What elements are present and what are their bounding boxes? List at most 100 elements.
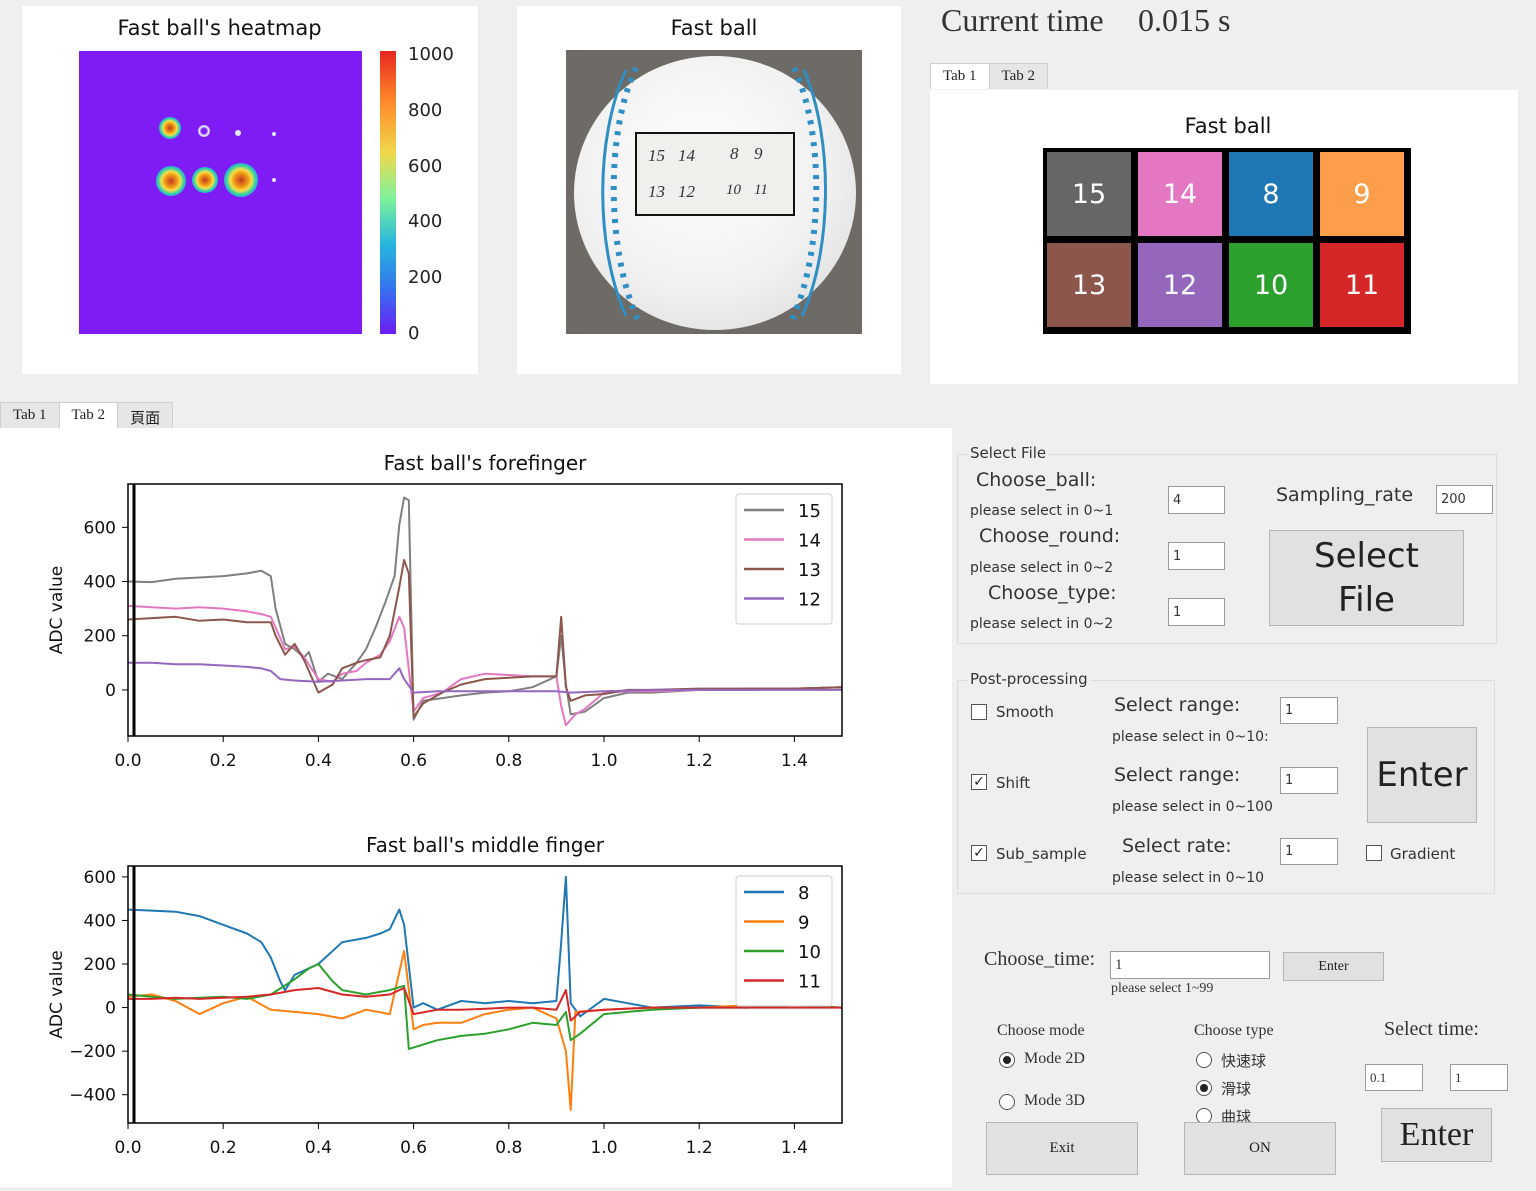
smooth-checkbox[interactable] <box>971 704 987 720</box>
type-fastball-label: 快速球 <box>1221 1052 1267 1070</box>
range1-input[interactable] <box>1280 697 1338 724</box>
select-time-label: Select time: <box>1384 1018 1479 1040</box>
x-tick-label: 1.0 <box>590 751 617 771</box>
gradient-label: Gradient <box>1390 845 1456 863</box>
tab-1-plot[interactable]: Tab 1 <box>0 402 60 432</box>
on-button[interactable]: ON <box>1184 1122 1336 1175</box>
heatmap-hotspot <box>156 166 186 196</box>
x-tick-label: 0.6 <box>400 751 427 771</box>
series-line <box>127 875 843 1018</box>
mode-2d-radio[interactable] <box>999 1052 1015 1068</box>
sampling-rate-input[interactable] <box>1436 485 1493 514</box>
y-tick-label: 200 <box>84 955 116 975</box>
post-processing-enter-button[interactable]: Enter <box>1367 727 1477 823</box>
series-line <box>127 496 843 721</box>
shift-checkbox[interactable]: ✓ <box>971 774 987 790</box>
type-slider-label: 滑球 <box>1221 1080 1252 1098</box>
heatmap-title: Fast ball's heatmap <box>117 16 322 40</box>
post-processing-group-label: Post-processing <box>968 670 1090 688</box>
sampling-rate-label: Sampling_rate <box>1276 484 1414 506</box>
x-tick-label: 0.8 <box>495 1138 522 1158</box>
heatmap-hotspot <box>159 117 181 139</box>
legend-label: 8 <box>798 883 809 904</box>
sensor-pad-photo <box>635 132 795 216</box>
tab-2-plot[interactable]: Tab 2 <box>58 402 119 432</box>
plot-area: Fast ball's forefinger ADC value 0.0 0.2 0.4… <box>0 428 952 1187</box>
heatmap-canvas <box>79 51 362 334</box>
rate-input[interactable] <box>1280 838 1338 865</box>
tab-1-top[interactable]: Tab 1 <box>930 63 990 89</box>
plot-frame <box>127 865 843 1124</box>
gradient-checkbox[interactable] <box>1366 845 1382 861</box>
choose-time-enter-button[interactable]: Enter <box>1283 952 1384 981</box>
mode-2d-label: Mode 2D <box>1024 1050 1085 1067</box>
type-slider-radio[interactable] <box>1196 1080 1212 1096</box>
range1-label: Select range: <box>1114 694 1241 716</box>
range2-hint: please select in 0~100 <box>1112 799 1273 815</box>
tab-page-plot[interactable]: 頁面 <box>117 402 174 432</box>
x-tick-label: 0.4 <box>305 751 332 771</box>
x-tick-label: 1.4 <box>781 751 808 771</box>
select-time-enter-button[interactable]: Enter <box>1381 1108 1492 1162</box>
current-time-value: 0.015 s <box>1138 2 1231 38</box>
series-line <box>127 604 843 727</box>
type-fastball-radio[interactable] <box>1196 1052 1212 1068</box>
choose-ball-input[interactable] <box>1168 486 1225 514</box>
x-tick-label: 0.2 <box>210 751 237 771</box>
choose-type-input[interactable] <box>1168 598 1225 626</box>
select-time-input-1[interactable] <box>1365 1064 1423 1091</box>
heatmap-hotspot <box>198 125 210 137</box>
choose-mode-label: Choose mode <box>997 1022 1085 1039</box>
mode-3d-radio[interactable] <box>999 1094 1015 1110</box>
heatmap-hotspot <box>272 178 276 182</box>
series-line <box>127 949 843 1111</box>
shift-label: Shift <box>996 774 1031 792</box>
y-tick-label: 600 <box>84 868 116 888</box>
pad-label: 9 <box>754 144 763 163</box>
choose-ball-hint: please select in 0~1 <box>970 503 1114 519</box>
choose-round-label: Choose_round: <box>979 525 1121 547</box>
exit-button[interactable]: Exit <box>986 1122 1138 1175</box>
heatmap-hotspot <box>272 132 276 136</box>
y-tick-label: 0 <box>105 999 116 1019</box>
baseball-stitches <box>601 66 828 322</box>
ball-photo-title: Fast ball <box>670 16 758 40</box>
y-axis-label: ADC value <box>47 566 67 654</box>
charts-svg: Fast ball's forefinger ADC value 0.0 0.2 0.4… <box>47 451 843 1158</box>
x-tick-label: 1.0 <box>590 1138 617 1158</box>
sub-sample-checkbox[interactable]: ✓ <box>971 845 987 861</box>
pad-label: 13 <box>648 182 665 201</box>
chart-title: Fast ball's middle finger <box>366 833 605 857</box>
colorbar-tick: 600 <box>408 156 443 177</box>
tab-2-top[interactable]: Tab 2 <box>988 63 1049 89</box>
choose-time-input[interactable] <box>1110 951 1270 979</box>
choose-round-hint: please select in 0~2 <box>970 560 1114 576</box>
range2-input[interactable] <box>1280 767 1338 794</box>
sensor-tile: 8 <box>1229 152 1313 236</box>
select-file-button[interactable]: Select File <box>1269 530 1464 626</box>
range1-hint: please select in 0~10: <box>1112 729 1268 745</box>
x-tick-label: 0.2 <box>210 1138 237 1158</box>
select-time-input-2[interactable] <box>1450 1064 1508 1091</box>
legend-box <box>735 493 833 625</box>
sensor-tile: 14 <box>1138 152 1222 236</box>
colorbar-tick: 800 <box>408 100 443 121</box>
series-line <box>127 963 843 1050</box>
y-tick-label: 400 <box>84 573 116 593</box>
series-line <box>128 661 842 694</box>
type-curveball-label: 曲球 <box>1221 1108 1252 1126</box>
y-tick-label: −200 <box>69 1042 116 1062</box>
legend-label: 10 <box>798 942 821 963</box>
select-file-group <box>957 454 1497 644</box>
rate-label: Select rate: <box>1122 835 1232 857</box>
legend-label: 13 <box>798 560 821 581</box>
colorbar-tick: 1000 <box>408 44 454 65</box>
post-processing-group <box>957 680 1495 894</box>
series-line <box>128 987 842 1022</box>
sensor-tile: 9 <box>1320 152 1404 236</box>
mode-3d-label: Mode 3D <box>1024 1092 1085 1109</box>
choose-time-label: Choose_time: <box>984 948 1096 970</box>
pad-label: 11 <box>754 182 768 198</box>
heatmap-hotspot <box>224 163 258 197</box>
choose-round-input[interactable] <box>1168 542 1225 570</box>
